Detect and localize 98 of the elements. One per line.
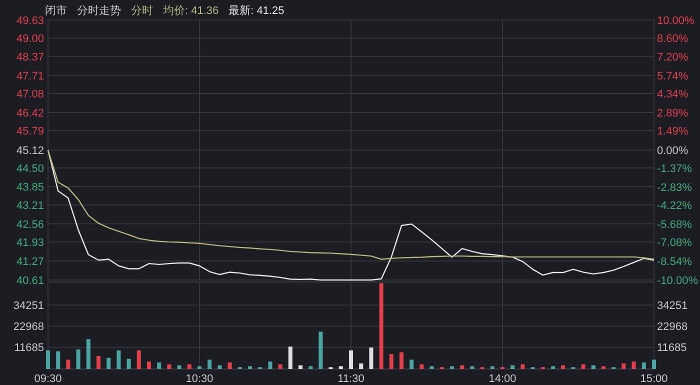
y-tick-label: 11685 [14, 342, 44, 354]
y-tick-label: 48.37 [16, 51, 44, 64]
y2-tick-label: -8.54% [657, 256, 692, 268]
bar [632, 362, 636, 369]
bar [167, 364, 172, 369]
bar [460, 365, 464, 369]
bar [288, 346, 292, 369]
y2-tick-label: 34251 [657, 300, 688, 312]
bar [96, 356, 101, 369]
y2-tick-label: 8.60% [657, 33, 688, 46]
y-tick-label: 47.71 [16, 70, 44, 82]
text: 分时 [131, 4, 153, 17]
bar [591, 365, 596, 369]
y2-tick-label: 7.20% [657, 51, 688, 64]
y2-tick-label: -1.37% [657, 162, 692, 175]
bar [56, 351, 60, 369]
bar [136, 350, 141, 369]
y-tick-label: 47.08 [16, 88, 44, 101]
y-tick-label: 34251 [13, 300, 44, 312]
bar [106, 358, 111, 369]
x-tick-label: 11:30 [338, 373, 364, 385]
bar [550, 366, 556, 369]
y-tick-label: 49.00 [16, 33, 44, 46]
bar [359, 363, 364, 369]
y-tick-label: 45.79 [16, 126, 44, 138]
bar [581, 364, 586, 369]
text: 闭市 [45, 4, 67, 17]
text: 分时走势 [77, 4, 121, 17]
line-series [47, 149, 655, 260]
x-tick-label: 14:00 [488, 373, 516, 385]
x-tick-label: 09:30 [34, 373, 62, 385]
y2-tick-label: 4.34% [657, 88, 688, 101]
bar [450, 366, 454, 369]
y2-tick-label: -4.22% [657, 200, 692, 212]
y-tick-label: 41.93 [16, 236, 44, 249]
y-tick-label: 46.42 [16, 108, 44, 120]
bar [389, 354, 394, 369]
bar [228, 362, 232, 369]
bar [420, 364, 424, 369]
bar [652, 360, 656, 369]
y2-tick-label: -7.08% [657, 237, 692, 250]
bar [369, 348, 374, 369]
bar [642, 362, 646, 369]
y-tick-label: 44.50 [16, 162, 44, 175]
bar [601, 366, 606, 369]
bar [318, 332, 323, 369]
bar [348, 350, 354, 369]
bar [208, 360, 212, 369]
bar [622, 363, 626, 369]
x-tick-label: 10:30 [186, 373, 214, 385]
x-tick-label: 15:00 [640, 373, 668, 385]
y2-tick-label: 0.00% [657, 145, 688, 157]
bar [278, 364, 282, 369]
bar [430, 366, 434, 369]
bar [470, 366, 474, 369]
text: 均价: 41.36 [162, 5, 219, 17]
y2-tick-label: -2.83% [657, 182, 692, 194]
bar [248, 366, 252, 369]
bar [490, 366, 494, 369]
y2-tick-label: 11685 [657, 342, 687, 354]
y2-tick-label: -5.68% [657, 218, 692, 231]
bar [510, 365, 515, 369]
y2-tick-label: 10.00% [657, 15, 695, 27]
bar [410, 360, 414, 369]
bar [157, 362, 162, 369]
y2-tick-label: -10.00% [657, 275, 698, 287]
bar [338, 366, 343, 369]
y-tick-label: 43.21 [16, 200, 44, 212]
y-tick-label: 41.27 [16, 256, 44, 268]
bar [268, 362, 272, 369]
bar [399, 352, 404, 369]
y-tick-label: 40.61 [16, 275, 44, 287]
y2-tick-label: 5.74% [657, 70, 688, 82]
bar [76, 349, 80, 369]
bar [218, 365, 222, 369]
bar [177, 365, 182, 369]
y-tick-label: 43.85 [16, 182, 44, 194]
y-tick-label: 49.63 [16, 15, 44, 27]
bar [561, 365, 566, 369]
bar [520, 364, 525, 369]
bar [86, 339, 90, 369]
y2-tick-label: 1.49% [657, 126, 688, 138]
y2-tick-label: 22968 [657, 321, 688, 334]
y2-tick-label: 2.89% [657, 107, 688, 120]
text: 最新: 41.25 [228, 4, 284, 17]
bar [308, 366, 313, 369]
bar [46, 350, 50, 369]
y-tick-label: 45.12 [16, 145, 44, 157]
bar [66, 360, 70, 369]
bar [298, 365, 303, 369]
bar [126, 358, 131, 369]
bar [146, 362, 152, 369]
bar [116, 350, 121, 369]
bar [197, 366, 202, 369]
y-tick-label: 22968 [13, 321, 44, 334]
bar [379, 283, 384, 369]
y-tick-label: 42.56 [16, 218, 44, 231]
bar [187, 364, 192, 369]
